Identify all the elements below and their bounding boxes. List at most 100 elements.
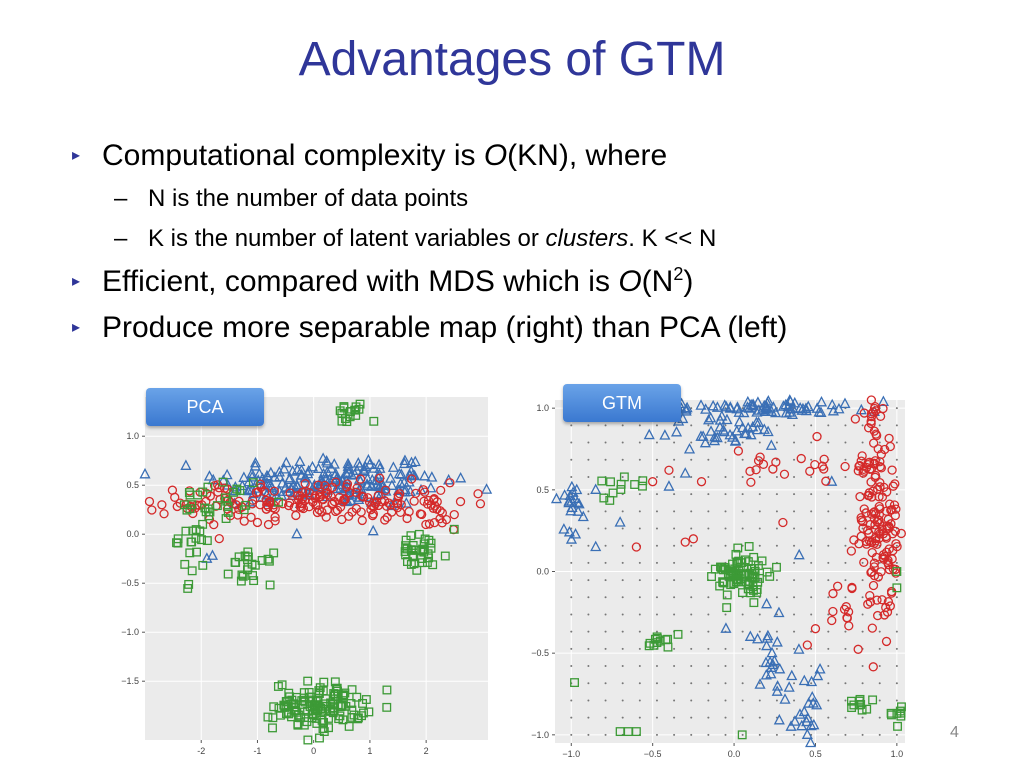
latent-grid-point <box>775 510 778 513</box>
circle-point <box>733 446 744 456</box>
sub-bullet-k: – K is the number of latent variables or… <box>70 224 990 254</box>
circle-point <box>441 514 452 525</box>
latent-grid-point <box>844 475 847 478</box>
circle-point <box>884 521 894 531</box>
circle-point <box>873 572 884 582</box>
triangle-point <box>720 622 732 633</box>
triangle-point <box>246 470 258 482</box>
triangle-point <box>729 435 741 446</box>
circle-point <box>144 496 155 507</box>
circle-point <box>696 477 707 487</box>
square-point <box>223 508 233 517</box>
triangle-point <box>294 455 306 467</box>
circle-point <box>863 599 873 609</box>
latent-grid-point <box>570 733 573 736</box>
circle-point <box>869 562 879 572</box>
latent-grid-point <box>844 682 847 685</box>
latent-grid-point <box>621 544 624 547</box>
latent-grid-point <box>724 544 727 547</box>
triangle-point <box>711 401 723 412</box>
latent-grid-point <box>810 510 813 513</box>
latent-grid-point <box>861 579 864 582</box>
triangle-point <box>288 479 300 490</box>
circle-point <box>885 441 895 452</box>
bullet-efficient: ▸ Efficient, compared with MDS which is … <box>70 264 990 300</box>
square-point <box>273 682 283 691</box>
circle-point <box>890 526 901 536</box>
latent-grid-point <box>587 424 590 427</box>
latent-grid-point <box>621 613 624 616</box>
bullet-separable: ▸ Produce more separable map (right) tha… <box>70 310 990 346</box>
triangle-point <box>291 527 303 539</box>
circle-point <box>869 558 880 568</box>
latent-grid-point <box>673 699 676 702</box>
latent-grid-point <box>895 407 898 410</box>
latent-grid-point <box>793 630 796 633</box>
latent-grid-point <box>810 458 813 461</box>
bullet-text: ) <box>683 265 694 298</box>
triangle-point <box>361 472 374 484</box>
latent-grid-point <box>570 441 573 444</box>
latent-grid-point <box>895 630 898 633</box>
square-point <box>231 558 241 567</box>
latent-grid-point <box>775 441 778 444</box>
latent-grid-point <box>724 475 727 478</box>
latent-grid-point <box>810 424 813 427</box>
square-point <box>361 695 371 704</box>
square-point <box>747 564 757 574</box>
square-point <box>401 550 411 560</box>
triangle-point <box>663 480 675 491</box>
circle-point <box>891 504 901 514</box>
x-tick-label: 1 <box>367 746 372 756</box>
circle-point <box>437 508 447 518</box>
circle-point <box>745 466 755 476</box>
square-point <box>303 676 313 686</box>
circle-point <box>315 491 326 502</box>
circle-point <box>393 491 403 501</box>
circle-point <box>310 491 320 501</box>
circle-point <box>866 416 876 426</box>
latent-grid-point <box>587 493 590 496</box>
triangle-point <box>789 715 801 726</box>
circle-point <box>445 478 455 488</box>
circle-point <box>334 492 345 503</box>
square-point <box>747 572 757 582</box>
latent-grid-point <box>707 527 710 530</box>
latent-grid-point <box>587 458 590 461</box>
latent-grid-point <box>775 493 778 496</box>
latent-grid-point <box>587 647 590 650</box>
latent-grid-point <box>707 665 710 668</box>
square-point <box>352 692 362 702</box>
square-point <box>744 542 754 551</box>
triangle-point <box>806 675 818 687</box>
circle-point <box>886 588 897 598</box>
circle-point <box>850 414 861 424</box>
triangle-point <box>742 395 754 407</box>
latent-grid-point <box>861 561 864 564</box>
latent-grid-point <box>724 665 727 668</box>
latent-grid-point <box>604 647 607 650</box>
latent-grid-point <box>741 493 744 496</box>
y-tick-label: 0.0 <box>536 567 549 577</box>
bullet-complexity: ▸ Computational complexity is O(KN), whe… <box>70 138 990 174</box>
triangle-point <box>386 479 398 490</box>
square-point <box>896 711 906 721</box>
circle-point <box>473 489 483 499</box>
latent-grid-point <box>878 716 881 719</box>
latent-grid-point <box>655 716 658 719</box>
latent-grid-point <box>827 613 830 616</box>
square-point <box>364 707 374 717</box>
latent-grid-point <box>638 458 641 461</box>
latent-grid-point <box>655 682 658 685</box>
square-point <box>749 552 759 562</box>
latent-grid-point <box>775 544 778 547</box>
bullet-arrow-icon: ▸ <box>72 147 81 164</box>
circle-point <box>381 485 391 495</box>
latent-grid-point <box>878 561 881 564</box>
circle-point <box>371 497 382 507</box>
latent-grid-point <box>655 596 658 599</box>
triangle-point <box>564 489 576 500</box>
circle-point <box>214 533 224 544</box>
square-point <box>203 482 213 492</box>
x-tick-label: 0.0 <box>728 749 741 759</box>
